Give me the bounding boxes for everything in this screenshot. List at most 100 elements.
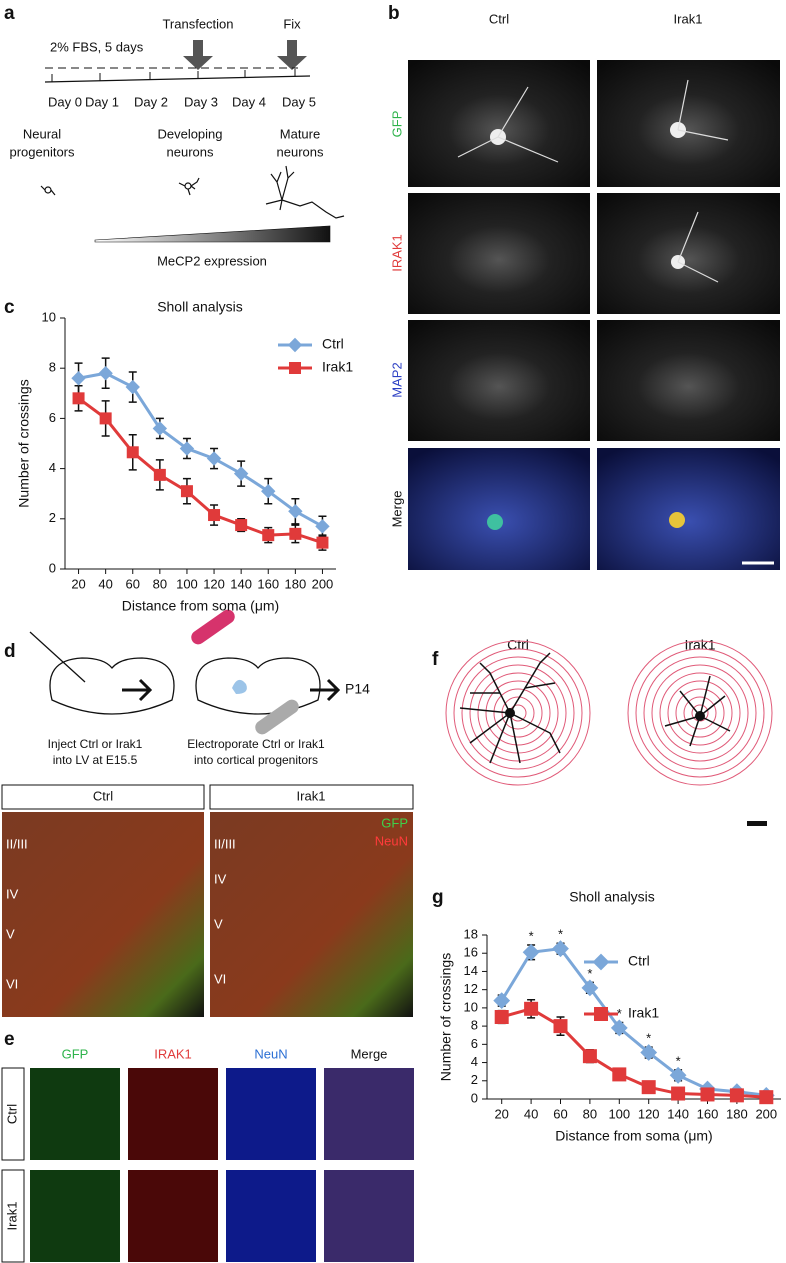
marker <box>72 392 85 405</box>
soma <box>695 711 705 721</box>
marker <box>581 979 599 997</box>
ring <box>635 648 765 778</box>
legend-marker <box>289 362 301 374</box>
layer-label: V <box>6 926 15 941</box>
stage-label: progenitors <box>9 144 75 159</box>
marker <box>125 379 140 395</box>
marker <box>208 509 221 522</box>
marker <box>671 1086 686 1101</box>
stage-label: Developing <box>157 126 222 141</box>
row-label: GFP <box>389 111 404 138</box>
step-label: into LV at E15.5 <box>53 753 138 767</box>
y-tick-label: 6 <box>471 1036 478 1051</box>
x-axis-label: Distance from soma (μm) <box>555 1128 712 1144</box>
significance-mark: * <box>587 966 592 981</box>
significance-mark: * <box>676 1053 681 1068</box>
marker <box>262 529 275 542</box>
x-tick-label: 200 <box>312 576 334 591</box>
row-label: MAP2 <box>389 362 404 397</box>
electrode <box>255 699 299 735</box>
day-label: Day 2 <box>134 94 168 109</box>
ring <box>501 696 535 730</box>
row-box <box>1 1169 25 1263</box>
y-tick-label: 12 <box>464 981 478 996</box>
stain-label: GFP <box>381 815 408 830</box>
x-tick-label: 100 <box>608 1106 630 1121</box>
marker <box>206 451 222 466</box>
column-label: NeuN <box>254 1046 287 1061</box>
y-tick-label: 10 <box>42 309 56 324</box>
x-tick-label: 20 <box>494 1106 508 1121</box>
marker <box>641 1080 656 1095</box>
column-label: Ctrl <box>507 637 529 653</box>
ring <box>453 648 583 778</box>
ring <box>493 688 543 738</box>
charts: Sholl analysis Distance from soma (μm) Num… <box>16 299 781 1144</box>
stage-label: neurons <box>167 144 214 159</box>
marker <box>99 412 112 425</box>
layer-label: II/III <box>214 836 236 851</box>
significance-mark: * <box>617 1006 622 1021</box>
legend-label: Ctrl <box>628 953 650 969</box>
marker <box>153 468 166 481</box>
legend-label: Irak1 <box>322 359 353 375</box>
x-tick-label: 60 <box>553 1106 567 1121</box>
x-tick-label: 140 <box>667 1106 689 1121</box>
column-label: Ctrl <box>489 11 509 26</box>
ring <box>485 680 551 746</box>
y-tick-label: 2 <box>471 1072 478 1087</box>
marker <box>494 1010 509 1024</box>
y-tick-label: 0 <box>471 1090 478 1105</box>
legend-marker <box>594 1007 608 1021</box>
x-tick-label: 120 <box>638 1106 660 1121</box>
marker <box>98 366 113 381</box>
micrographs <box>408 60 780 570</box>
x-tick-label: 60 <box>126 576 140 591</box>
y-tick-label: 8 <box>49 360 56 375</box>
x-tick-label: 180 <box>726 1106 748 1121</box>
layer-labels: II/III IV V VI II/III IV V VI <box>6 836 236 991</box>
row-label: Merge <box>389 491 404 528</box>
x-tick-label: 120 <box>203 576 225 591</box>
marker <box>700 1087 715 1102</box>
micrograph <box>2 812 204 1017</box>
x-tick-label: 20 <box>71 576 85 591</box>
y-axis-label: Number of crossings <box>438 953 454 1081</box>
header-box <box>1 784 205 810</box>
marker <box>316 536 329 549</box>
legend-label: Ctrl <box>322 336 344 352</box>
column-label: Irak1 <box>674 11 703 26</box>
marker <box>640 1044 658 1061</box>
layer-label: IV <box>214 871 227 886</box>
medium-label: 2% FBS, 5 days <box>50 39 144 54</box>
marker <box>759 1090 774 1105</box>
panel-label: c <box>4 297 15 318</box>
marker <box>669 1066 687 1084</box>
ring <box>469 664 567 762</box>
layer-label: V <box>214 916 223 931</box>
series-line <box>501 1007 767 1099</box>
y-tick-label: 6 <box>49 410 56 425</box>
y-tick-label: 18 <box>464 926 478 941</box>
marker <box>553 1019 568 1034</box>
legend-marker <box>287 337 303 353</box>
column-label: GFP <box>62 1046 89 1061</box>
layer-label: VI <box>6 976 18 991</box>
column-label: IRAK1 <box>154 1046 192 1061</box>
y-axis-label: Number of crossings <box>16 379 32 507</box>
series-line <box>77 397 323 545</box>
significance-mark: * <box>558 927 563 942</box>
series-line <box>78 371 324 528</box>
event-label: Transfection <box>162 16 233 31</box>
scale-bar <box>747 821 767 826</box>
x-tick-label: 100 <box>176 576 198 591</box>
arrow <box>277 40 307 70</box>
marker <box>289 527 302 540</box>
marker <box>180 485 193 498</box>
x-tick-label: 160 <box>257 576 279 591</box>
stain-label: NeuN <box>375 833 408 848</box>
column-label: Irak1 <box>684 637 715 653</box>
panel-label: f <box>432 649 439 670</box>
ring <box>675 688 725 738</box>
